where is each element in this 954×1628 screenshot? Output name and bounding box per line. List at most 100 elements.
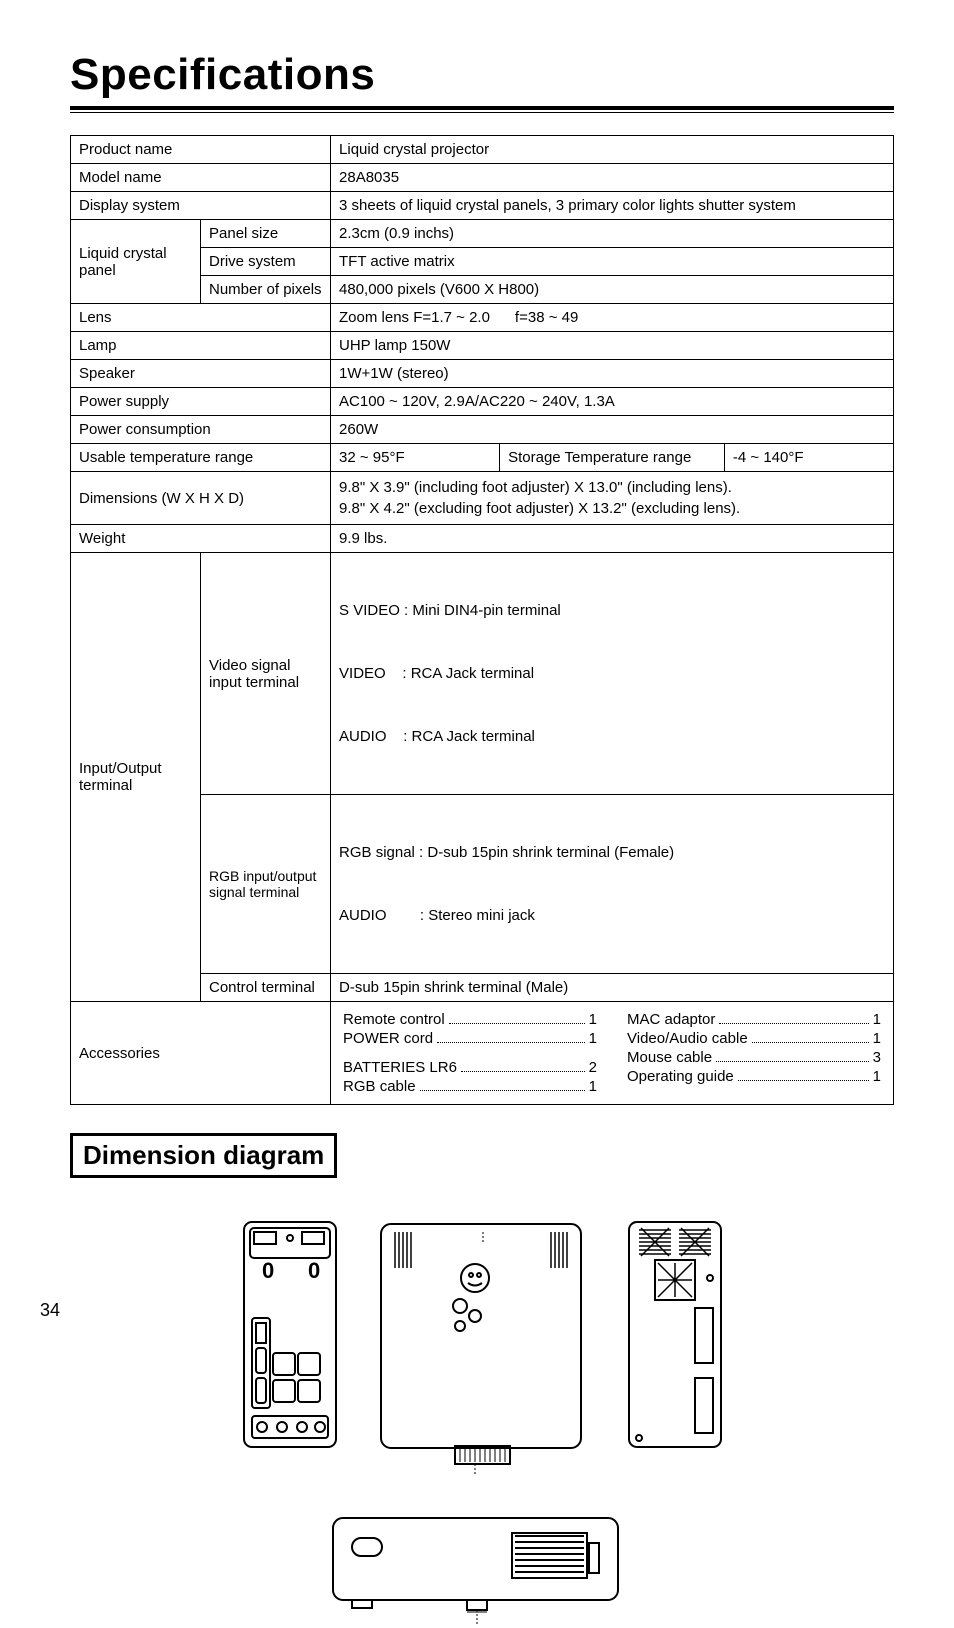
accessory-qty: 1 bbox=[589, 1030, 597, 1047]
spec-label: Speaker bbox=[71, 360, 331, 388]
spec-label: Display system bbox=[71, 192, 331, 220]
accessory-item: RGB cable 1 bbox=[343, 1077, 597, 1096]
spec-label: Power consumption bbox=[71, 416, 331, 444]
spec-value: D-sub 15pin shrink terminal (Male) bbox=[331, 974, 894, 1002]
spec-value: RGB signal : D-sub 15pin shrink terminal… bbox=[331, 795, 894, 974]
spec-sublabel: Drive system bbox=[201, 248, 331, 276]
spec-sublabel: Control terminal bbox=[201, 974, 331, 1002]
spec-label: Product name bbox=[71, 136, 331, 164]
table-row: Power consumption 260W bbox=[71, 416, 894, 444]
dimensions-line1: 9.8" X 3.9" (including foot adjuster) X … bbox=[339, 477, 885, 498]
table-row: Model name 28A8035 bbox=[71, 164, 894, 192]
accessory-name: BATTERIES LR6 bbox=[343, 1059, 457, 1076]
table-row: Dimensions (W X H X D) 9.8" X 3.9" (incl… bbox=[71, 472, 894, 525]
table-row: Input/Output terminal Video signal input… bbox=[71, 553, 894, 795]
table-row: Weight 9.9 lbs. bbox=[71, 525, 894, 553]
spec-value: 480,000 pixels (V600 X H800) bbox=[331, 276, 894, 304]
accessory-item: BATTERIES LR6 2 bbox=[343, 1058, 597, 1077]
accessory-item: MAC adaptor 1 bbox=[627, 1010, 881, 1029]
accessory-name: Operating guide bbox=[627, 1068, 734, 1085]
spec-label: Liquid crystal panel bbox=[71, 220, 201, 304]
video-signal-line2: VIDEO : RCA Jack terminal bbox=[339, 663, 885, 684]
spec-value: S VIDEO : Mini DIN4-pin terminal VIDEO :… bbox=[331, 553, 894, 795]
dimension-diagram-area: 0 0 bbox=[70, 1218, 894, 1628]
accessory-qty: 1 bbox=[873, 1068, 881, 1085]
spec-sublabel: Panel size bbox=[201, 220, 331, 248]
specifications-table: Product name Liquid crystal projector Mo… bbox=[70, 135, 894, 1105]
spec-label: Dimensions (W X H X D) bbox=[71, 472, 331, 525]
rgb-io-line2: AUDIO : Stereo mini jack bbox=[339, 905, 885, 926]
table-row: Usable temperature range 32 ~ 95°F Stora… bbox=[71, 444, 894, 472]
accessory-name: RGB cable bbox=[343, 1078, 416, 1095]
diagram-rear-view: 0 0 bbox=[240, 1218, 340, 1453]
table-row: Product name Liquid crystal projector bbox=[71, 136, 894, 164]
spec-label: Lens bbox=[71, 304, 331, 332]
table-row: Lamp UHP lamp 150W bbox=[71, 332, 894, 360]
accessory-item: Mouse cable 3 bbox=[627, 1048, 881, 1067]
spec-value: Zoom lens F=1.7 ~ 2.0 f=38 ~ 49 bbox=[331, 304, 894, 332]
accessory-qty: 1 bbox=[873, 1011, 881, 1028]
diagram-front-view bbox=[625, 1218, 725, 1453]
storage-temp-label: Storage Temperature range bbox=[500, 444, 725, 471]
accessory-qty: 1 bbox=[589, 1078, 597, 1095]
storage-temp-value: -4 ~ 140°F bbox=[724, 444, 893, 471]
section-heading: Dimension diagram bbox=[70, 1133, 337, 1178]
table-row: Liquid crystal panel Panel size 2.3cm (0… bbox=[71, 220, 894, 248]
spec-label: Model name bbox=[71, 164, 331, 192]
spec-value: AC100 ~ 120V, 2.9A/AC220 ~ 240V, 1.3A bbox=[331, 388, 894, 416]
video-signal-line1: S VIDEO : Mini DIN4-pin terminal bbox=[339, 600, 885, 621]
accessory-name: Remote control bbox=[343, 1011, 445, 1028]
accessory-qty: 2 bbox=[589, 1059, 597, 1076]
accessory-name: Mouse cable bbox=[627, 1049, 712, 1066]
page-title: Specifications bbox=[70, 50, 894, 100]
table-row: Display system 3 sheets of liquid crysta… bbox=[71, 192, 894, 220]
spec-value: 1W+1W (stereo) bbox=[331, 360, 894, 388]
table-row: Power supply AC100 ~ 120V, 2.9A/AC220 ~ … bbox=[71, 388, 894, 416]
accessory-item: Video/Audio cable 1 bbox=[627, 1029, 881, 1048]
svg-text:0: 0 bbox=[308, 1258, 320, 1283]
accessory-qty: 3 bbox=[873, 1049, 881, 1066]
diagram-top-view bbox=[375, 1218, 590, 1478]
section-heading-wrap: Dimension diagram bbox=[70, 1133, 894, 1178]
spec-value: UHP lamp 150W bbox=[331, 332, 894, 360]
diagram-side-view bbox=[327, 1508, 637, 1628]
accessories-cell: Remote control 1 POWER cord1 BATTERIES LR… bbox=[331, 1002, 894, 1105]
table-row: Speaker 1W+1W (stereo) bbox=[71, 360, 894, 388]
spec-value: 28A8035 bbox=[331, 164, 894, 192]
accessory-qty: 1 bbox=[589, 1011, 597, 1028]
table-row: Accessories Remote control 1 POWER cord1 … bbox=[71, 1002, 894, 1105]
accessory-item: Operating guide 1 bbox=[627, 1067, 881, 1086]
rgb-io-line1: RGB signal : D-sub 15pin shrink terminal… bbox=[339, 842, 885, 863]
svg-text:0: 0 bbox=[262, 1258, 274, 1283]
spec-label: Accessories bbox=[71, 1002, 331, 1105]
spec-sublabel: RGB input/output signal terminal bbox=[201, 795, 331, 974]
spec-label: Weight bbox=[71, 525, 331, 553]
spec-sublabel: Number of pixels bbox=[201, 276, 331, 304]
spec-value: 32 ~ 95°F Storage Temperature range -4 ~… bbox=[331, 444, 894, 472]
spec-value: 3 sheets of liquid crystal panels, 3 pri… bbox=[331, 192, 894, 220]
accessory-name: MAC adaptor bbox=[627, 1011, 715, 1028]
spec-label: Input/Output terminal bbox=[71, 553, 201, 1002]
spec-value: 2.3cm (0.9 inchs) bbox=[331, 220, 894, 248]
spec-value: Liquid crystal projector bbox=[331, 136, 894, 164]
accessory-qty: 1 bbox=[873, 1030, 881, 1047]
dimensions-line2: 9.8" X 4.2" (excluding foot adjuster) X … bbox=[339, 498, 885, 519]
spec-value: 9.9 lbs. bbox=[331, 525, 894, 553]
spec-label: Usable temperature range bbox=[71, 444, 331, 472]
spec-value: TFT active matrix bbox=[331, 248, 894, 276]
spec-label: Lamp bbox=[71, 332, 331, 360]
spec-sublabel: Video signal input terminal bbox=[201, 553, 331, 795]
spec-value: 9.8" X 3.9" (including foot adjuster) X … bbox=[331, 472, 894, 525]
accessory-item: POWER cord1 bbox=[343, 1029, 597, 1048]
video-signal-line3: AUDIO : RCA Jack terminal bbox=[339, 726, 885, 747]
accessories-left: Remote control 1 POWER cord1 BATTERIES LR… bbox=[343, 1010, 597, 1096]
accessory-item: Remote control 1 bbox=[343, 1010, 597, 1029]
usable-temp-value: 32 ~ 95°F bbox=[331, 444, 500, 471]
accessories-right: MAC adaptor 1 Video/Audio cable 1 Mouse ca… bbox=[627, 1010, 881, 1096]
page-number: 34 bbox=[40, 1300, 60, 1321]
table-row: Lens Zoom lens F=1.7 ~ 2.0 f=38 ~ 49 bbox=[71, 304, 894, 332]
title-underline bbox=[70, 106, 894, 113]
spec-value: 260W bbox=[331, 416, 894, 444]
accessory-name: Video/Audio cable bbox=[627, 1030, 748, 1047]
spec-label: Power supply bbox=[71, 388, 331, 416]
